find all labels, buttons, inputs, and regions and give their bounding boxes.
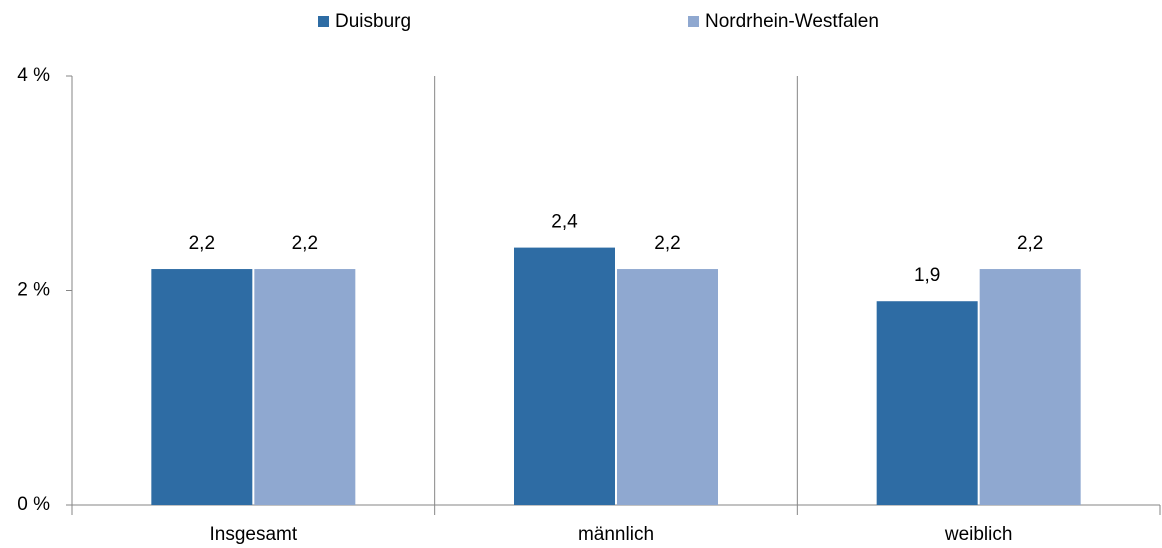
legend-swatch xyxy=(688,16,699,27)
x-tick-label: Insgesamt xyxy=(210,524,298,545)
value-label: 2,2 xyxy=(1017,233,1043,254)
value-label: 1,9 xyxy=(914,265,940,286)
legend-swatch xyxy=(318,16,329,27)
y-tick-label: 0 % xyxy=(17,494,50,515)
bar xyxy=(876,301,978,505)
bar xyxy=(254,269,356,505)
bar xyxy=(979,269,1081,505)
value-label: 2,2 xyxy=(292,233,318,254)
value-label: 2,2 xyxy=(189,233,215,254)
x-tick-label: weiblich xyxy=(944,524,1013,545)
y-tick-label: 4 % xyxy=(17,65,50,86)
legend-label: Nordrhein-Westfalen xyxy=(705,11,879,32)
x-tick-label: männlich xyxy=(578,524,654,545)
bar xyxy=(514,247,615,505)
bar xyxy=(617,269,718,505)
value-label: 2,2 xyxy=(654,233,680,254)
legend-label: Duisburg xyxy=(335,11,411,32)
y-tick-label: 2 % xyxy=(17,280,50,301)
bar xyxy=(151,269,253,505)
value-label: 2,4 xyxy=(551,212,578,233)
